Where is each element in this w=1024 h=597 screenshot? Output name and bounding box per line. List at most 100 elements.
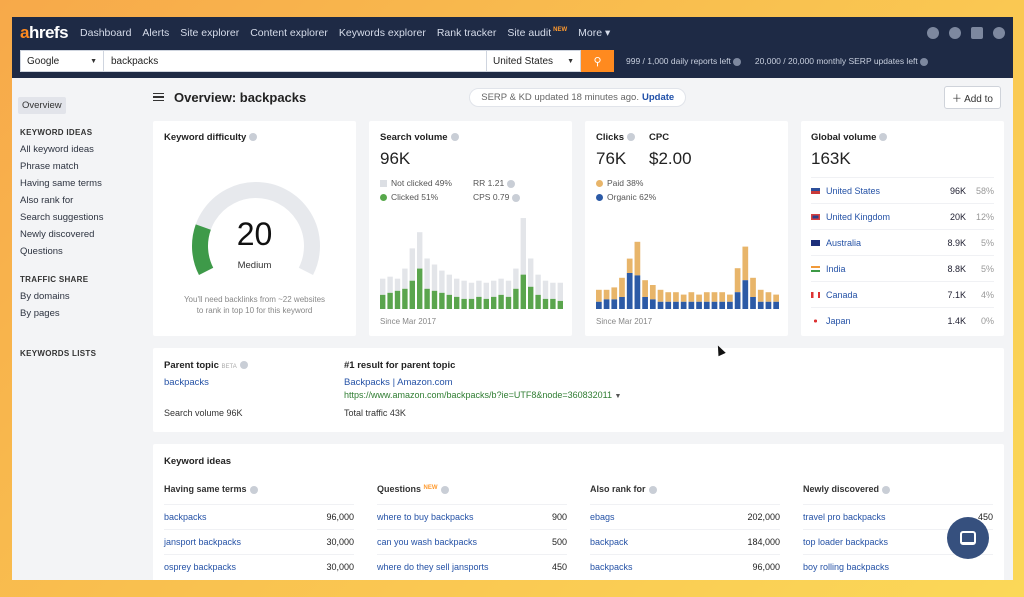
sidebar-item-overview[interactable]: Overview (18, 97, 66, 114)
sidebar-heading-keywords-lists[interactable]: KEYWORDS LISTS (20, 349, 97, 358)
menu-icon[interactable] (153, 91, 164, 104)
idea-keyword[interactable]: boy rolling backpacks (803, 562, 890, 572)
country-name[interactable]: Japan (826, 315, 851, 326)
help-icon[interactable] (249, 485, 258, 494)
help-icon[interactable] (882, 485, 891, 494)
bell-icon[interactable] (949, 26, 961, 39)
help-icon[interactable] (450, 133, 459, 142)
country-name[interactable]: United Kingdom (826, 211, 891, 222)
chart-bar-bottom (498, 294, 504, 309)
country-row[interactable]: Australia 8.9K 5% (811, 229, 994, 255)
country-row[interactable]: Canada 7.1K 4% (811, 281, 994, 307)
help-icon[interactable] (440, 485, 449, 494)
help-icon[interactable] (239, 361, 248, 370)
list-item[interactable]: ebags 202,000 (590, 504, 780, 529)
sidebar-item-newly-discovered[interactable]: Newly discovered (20, 229, 95, 240)
chart-bar-top (727, 294, 733, 302)
ahrefs-logo[interactable]: ahrefs (20, 23, 69, 43)
help-icon[interactable] (507, 179, 516, 188)
nav-content-explorer[interactable]: Content explorer (250, 26, 328, 39)
chart-bar-top (491, 280, 497, 297)
sidebar-item-also-rank-for[interactable]: Also rank for (20, 195, 74, 206)
chat-launcher-button[interactable] (947, 517, 989, 559)
country-name[interactable]: India (826, 263, 846, 274)
list-item[interactable]: osprey backpacks 30,000 (164, 554, 354, 579)
top-result-url[interactable]: https://www.amazon.com/backpacks/b?ie=UT… (344, 390, 621, 400)
idea-keyword[interactable]: jansport backpacks (164, 537, 242, 547)
nav-site-audit[interactable]: Site audit NEW (507, 27, 567, 39)
nav-rank-tracker[interactable]: Rank tracker (436, 26, 497, 39)
column-heading[interactable]: Newly discovered (803, 484, 993, 494)
list-item[interactable]: boy rolling backpacks (803, 554, 993, 579)
idea-volume: 202,000 (747, 512, 780, 522)
idea-keyword[interactable]: osprey backpacks (164, 562, 237, 572)
help-icon[interactable] (732, 57, 741, 66)
legend-paid: Paid 38% (596, 178, 643, 188)
idea-keyword[interactable]: travel pro backpacks (803, 512, 886, 522)
idea-volume: 500 (551, 537, 567, 547)
window-icon[interactable] (971, 26, 983, 39)
idea-keyword[interactable]: can you wash backpacks (377, 537, 478, 547)
country-row[interactable]: United States 96K 58% (811, 177, 994, 203)
user-icon[interactable] (993, 26, 1005, 39)
sidebar-item-phrase-match[interactable]: Phrase match (20, 161, 79, 172)
update-link[interactable]: Update (641, 91, 675, 103)
sidebar-item-by-domains[interactable]: By domains (20, 291, 70, 302)
help-icon[interactable] (249, 133, 258, 142)
chart-bar-bottom (446, 294, 452, 309)
clicks-title-text: Clicks (596, 132, 624, 143)
top-result-link[interactable]: Backpacks | Amazon.com (344, 377, 453, 388)
country-select[interactable]: United States ▼ (486, 50, 581, 72)
nav-dashboard[interactable]: Dashboard (80, 26, 132, 39)
parent-topic-keyword[interactable]: backpacks (164, 377, 209, 388)
sidebar-item-by-pages[interactable]: By pages (20, 308, 60, 319)
help-icon[interactable] (879, 133, 888, 142)
list-item[interactable]: jansport backpacks 30,000 (164, 529, 354, 554)
list-item[interactable]: travel pro backpacks 450 (803, 504, 993, 529)
list-item[interactable]: where do they sell jansports 450 (377, 554, 567, 579)
help-icon[interactable] (512, 193, 521, 202)
sidebar-item-all-keyword-ideas[interactable]: All keyword ideas (20, 144, 94, 155)
idea-keyword[interactable]: backpack (590, 537, 629, 547)
list-item[interactable]: backpacks 96,000 (590, 554, 780, 579)
add-to-button[interactable]: ＋ Add to (943, 85, 1001, 109)
nav-keywords-explorer[interactable]: Keywords explorer (338, 26, 426, 39)
search-button[interactable]: ⚲ (581, 50, 614, 72)
chart-bar-top (757, 289, 764, 302)
keyword-search-input[interactable]: backpacks (104, 50, 486, 72)
idea-keyword[interactable]: backpacks (590, 562, 633, 572)
sidebar-item-having-same-terms[interactable]: Having same terms (20, 178, 102, 189)
chart-bar-top (626, 258, 633, 273)
idea-keyword[interactable]: where to buy backpacks (377, 512, 474, 522)
country-row[interactable]: Japan 1.4K 0% (811, 307, 994, 333)
legend-paid-text: Paid 38% (607, 178, 644, 188)
sidebar-item-questions[interactable]: Questions (20, 246, 63, 257)
idea-keyword[interactable]: top loader backpacks (803, 537, 889, 547)
country-name[interactable]: Australia (826, 237, 862, 248)
help-icon[interactable] (627, 133, 635, 142)
idea-keyword[interactable]: where do they sell jansports (377, 562, 489, 572)
caret-down-icon[interactable]: ▼ (614, 393, 622, 400)
idea-keyword[interactable]: backpacks (164, 512, 207, 522)
search-engine-select[interactable]: Google ▼ (20, 50, 104, 72)
help-icon[interactable] (919, 57, 928, 66)
list-item[interactable]: can you wash backpacks 500 (377, 529, 567, 554)
country-name[interactable]: United States (826, 185, 881, 196)
country-row[interactable]: United Kingdom 20K 12% (811, 203, 994, 229)
help-icon[interactable] (648, 485, 657, 494)
sidebar-item-search-suggestions[interactable]: Search suggestions (20, 212, 104, 223)
list-item[interactable]: top loader backpacks (803, 529, 993, 554)
country-name[interactable]: Canada (826, 289, 858, 300)
column-heading[interactable]: Also rank for (590, 484, 780, 494)
help-icon[interactable] (927, 26, 939, 39)
list-item[interactable]: where to buy backpacks 900 (377, 504, 567, 529)
nav-alerts[interactable]: Alerts (142, 26, 170, 39)
nav-site-explorer[interactable]: Site explorer (180, 26, 240, 39)
list-item[interactable]: backpack 184,000 (590, 529, 780, 554)
list-item[interactable]: backpacks 96,000 (164, 504, 354, 529)
nav-more[interactable]: More ▾ (578, 27, 610, 39)
column-heading[interactable]: Having same terms (164, 484, 354, 494)
idea-keyword[interactable]: ebags (590, 512, 615, 522)
column-heading[interactable]: Questions NEW (377, 484, 567, 494)
country-row[interactable]: India 8.8K 5% (811, 255, 994, 281)
